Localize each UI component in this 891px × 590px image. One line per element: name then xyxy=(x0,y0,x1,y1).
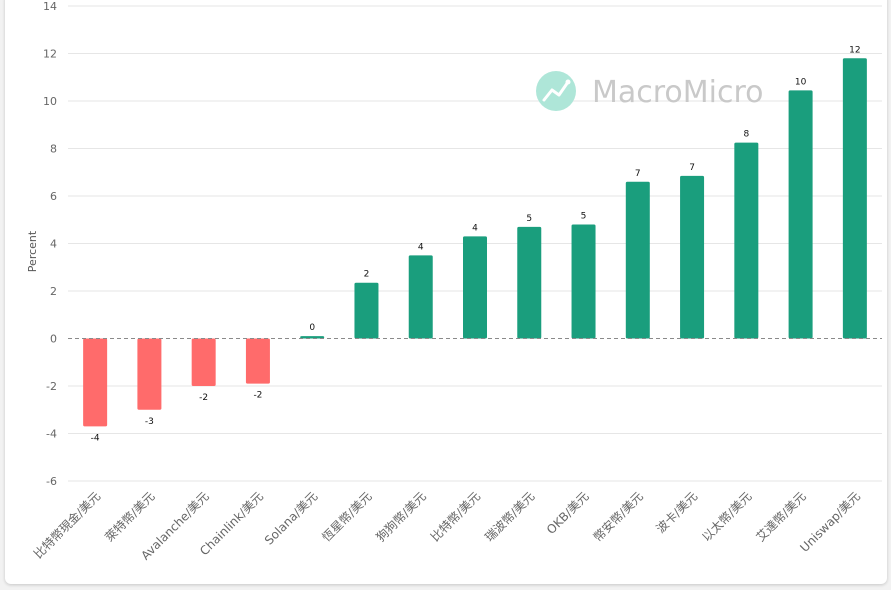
data-label: 0 xyxy=(309,323,315,333)
bar[interactable] xyxy=(83,338,108,427)
bar[interactable] xyxy=(408,255,433,339)
bar[interactable] xyxy=(191,338,216,387)
y-tick-label: 12 xyxy=(43,48,57,61)
x-tick-label: 狗狗幣/美元 xyxy=(374,489,429,544)
data-label: 10 xyxy=(795,77,807,87)
data-label: 8 xyxy=(743,130,749,140)
x-tick-label: 比特幣/美元 xyxy=(427,489,483,545)
y-axis-title: Percent xyxy=(26,230,39,272)
bar[interactable] xyxy=(734,142,759,339)
chart-card: MacroMicro -4 -3 -2 -2 0 2 4 4 5 5 7 7 8 10 12 -6 -4 -2 0… xyxy=(5,0,887,584)
bar[interactable] xyxy=(571,224,596,339)
bar[interactable] xyxy=(625,181,650,339)
macromicro-logo-icon xyxy=(536,71,576,111)
bar[interactable] xyxy=(788,90,813,339)
data-label: 5 xyxy=(526,214,532,224)
bar-chart: MacroMicro -4 -3 -2 -2 0 2 4 4 5 5 7 7 8 10 12 -6 -4 -2 0… xyxy=(26,0,882,563)
x-tick-label: 艾達幣/美元 xyxy=(754,489,809,544)
y-tick-label: 4 xyxy=(50,238,57,251)
x-tick-label: OKB/美元 xyxy=(544,489,592,537)
y-tick-label: 14 xyxy=(43,0,57,13)
y-tick-label: 8 xyxy=(50,143,57,156)
data-label: 12 xyxy=(849,45,860,55)
y-tick-label: -6 xyxy=(46,475,57,488)
x-tick-label: 波卡/美元 xyxy=(653,489,700,536)
y-tick-label: 10 xyxy=(43,95,57,108)
data-label: 7 xyxy=(689,163,695,173)
bar[interactable] xyxy=(137,338,162,410)
x-tick-label: 以太幣/美元 xyxy=(699,489,755,545)
x-tick-label: 比特幣現金/美元 xyxy=(30,489,103,562)
y-tick-label: 2 xyxy=(50,285,57,298)
bar[interactable] xyxy=(463,236,487,339)
data-label: -4 xyxy=(91,433,100,443)
y-tick-label: -4 xyxy=(46,428,57,441)
data-label: 4 xyxy=(472,223,478,233)
bar[interactable] xyxy=(245,338,270,384)
x-tick-label: 恆星幣/美元 xyxy=(319,489,374,544)
data-label: 2 xyxy=(364,270,370,280)
data-label: -2 xyxy=(253,391,262,401)
data-label: 5 xyxy=(581,212,587,222)
watermark-text: MacroMicro xyxy=(592,75,764,110)
bar[interactable] xyxy=(300,336,325,339)
bar[interactable] xyxy=(842,58,867,339)
data-label: 7 xyxy=(635,169,641,179)
data-label: -2 xyxy=(199,393,208,403)
x-tick-label: 萊特幣/美元 xyxy=(102,489,158,545)
bar[interactable] xyxy=(680,175,705,339)
data-label: -3 xyxy=(145,417,154,427)
y-tick-label: -2 xyxy=(46,380,57,393)
y-tick-label: 0 xyxy=(50,333,57,346)
y-tick-label: 6 xyxy=(50,190,57,203)
x-tick-label: 瑞波幣/美元 xyxy=(482,489,537,544)
x-tick-label: 幣安幣/美元 xyxy=(590,489,646,545)
data-label: 4 xyxy=(418,242,424,252)
x-tick-label: Solana/美元 xyxy=(262,489,320,547)
bar[interactable] xyxy=(517,226,542,339)
macromicro-watermark: MacroMicro xyxy=(536,71,764,111)
bar[interactable] xyxy=(354,282,379,339)
